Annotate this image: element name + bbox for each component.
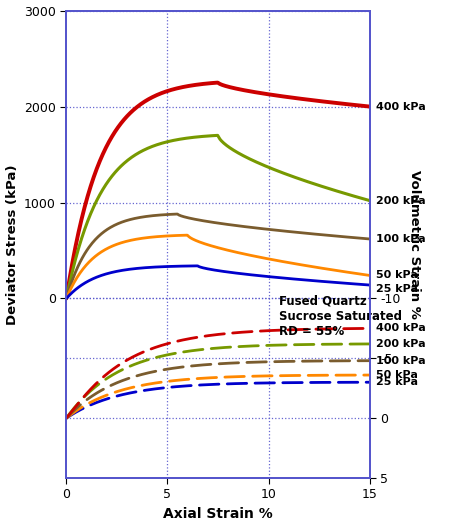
Text: 25 kPa: 25 kPa xyxy=(376,377,418,387)
Text: 200 kPa: 200 kPa xyxy=(376,195,425,205)
Text: 400 kPa: 400 kPa xyxy=(376,323,426,333)
Text: 50 kPa: 50 kPa xyxy=(376,370,418,380)
Text: Fused Quartz
Sucrose Saturated
RD = 55%: Fused Quartz Sucrose Saturated RD = 55% xyxy=(279,295,401,338)
Text: 200 kPa: 200 kPa xyxy=(376,339,425,349)
Text: 100 kPa: 100 kPa xyxy=(376,234,425,244)
X-axis label: Axial Strain %: Axial Strain % xyxy=(163,507,273,521)
Y-axis label: Deviator Stress (kPa): Deviator Stress (kPa) xyxy=(6,164,18,324)
Text: 25 kPa: 25 kPa xyxy=(376,285,418,294)
Text: 400 kPa: 400 kPa xyxy=(376,101,426,112)
Text: 100 kPa: 100 kPa xyxy=(376,356,425,366)
Y-axis label: Volumetric Strain %: Volumetric Strain % xyxy=(408,170,421,319)
Text: 50 kPa: 50 kPa xyxy=(376,270,418,280)
